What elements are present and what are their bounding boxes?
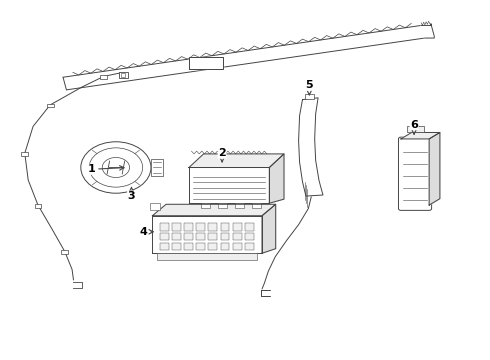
Bar	[233, 224, 242, 231]
Bar	[184, 233, 193, 240]
Bar	[121, 73, 125, 77]
Text: 2: 2	[218, 148, 226, 162]
Polygon shape	[298, 98, 323, 196]
Bar	[150, 203, 160, 210]
Polygon shape	[270, 154, 284, 203]
Bar	[208, 243, 217, 249]
Text: 5: 5	[305, 80, 313, 95]
Polygon shape	[152, 216, 262, 253]
Text: 4: 4	[140, 227, 153, 237]
Bar	[22, 152, 28, 156]
Bar	[245, 224, 254, 231]
Bar	[233, 243, 242, 249]
Bar	[235, 203, 244, 207]
Bar	[233, 233, 242, 240]
Bar	[184, 224, 193, 231]
Text: 1: 1	[88, 164, 124, 174]
Bar	[220, 224, 229, 231]
Bar	[208, 224, 217, 231]
Bar	[61, 251, 68, 254]
Bar	[305, 94, 314, 99]
Bar	[119, 72, 127, 78]
Bar	[245, 233, 254, 240]
Polygon shape	[189, 167, 270, 203]
Bar	[34, 204, 41, 207]
Bar	[157, 252, 257, 260]
FancyBboxPatch shape	[398, 137, 432, 210]
Bar	[184, 243, 193, 249]
Polygon shape	[262, 204, 276, 253]
Bar	[407, 126, 423, 132]
Bar	[220, 233, 229, 240]
Bar	[196, 243, 205, 249]
Bar	[196, 224, 205, 231]
Bar	[252, 203, 261, 207]
Bar	[100, 75, 107, 79]
Polygon shape	[152, 204, 276, 216]
Bar	[151, 158, 163, 176]
Bar	[196, 233, 205, 240]
Bar	[208, 233, 217, 240]
Polygon shape	[63, 26, 424, 90]
Polygon shape	[421, 24, 434, 38]
Bar	[160, 233, 169, 240]
Bar	[245, 243, 254, 249]
Text: 3: 3	[128, 187, 135, 201]
Bar	[160, 243, 169, 249]
Bar	[47, 104, 53, 108]
Polygon shape	[401, 132, 440, 139]
Bar	[220, 243, 229, 249]
Circle shape	[81, 142, 151, 193]
Text: 6: 6	[410, 120, 418, 134]
Bar	[172, 224, 181, 231]
Polygon shape	[189, 154, 284, 167]
Polygon shape	[189, 57, 223, 69]
Polygon shape	[429, 132, 440, 205]
Bar	[218, 203, 227, 207]
Bar	[172, 233, 181, 240]
Bar	[172, 243, 181, 249]
Bar	[160, 224, 169, 231]
Bar	[201, 203, 210, 207]
